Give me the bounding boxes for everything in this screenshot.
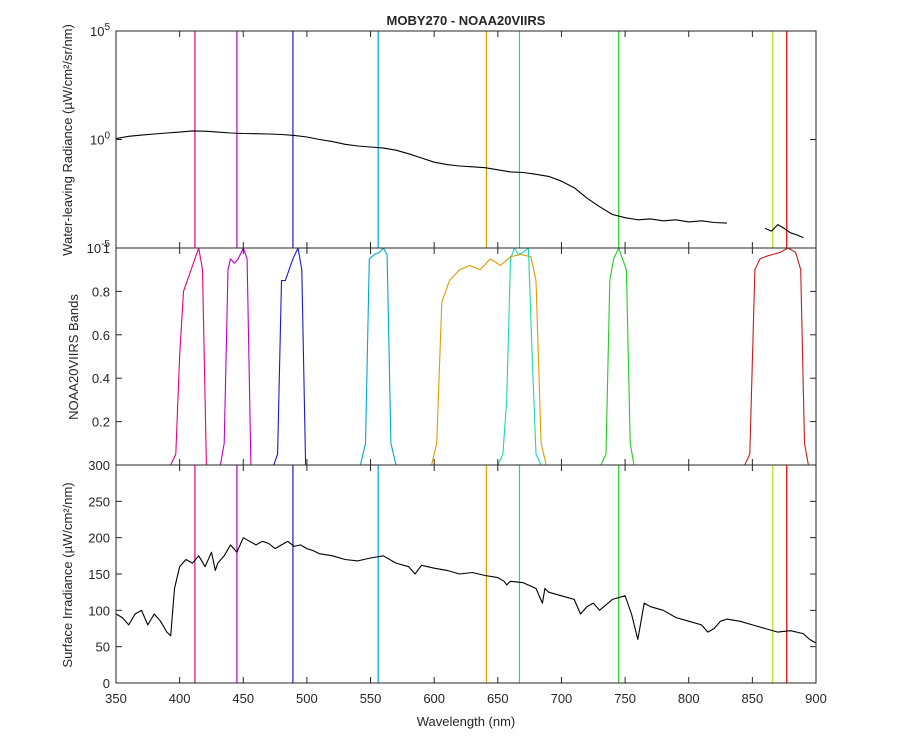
x-tick-label: 750	[614, 691, 636, 706]
tick-label-exponent: -5	[101, 239, 110, 250]
x-tick-label: 450	[232, 691, 254, 706]
irradiance-ytick-label: 300	[88, 458, 110, 473]
irradiance-ytick-label: 100	[88, 603, 110, 618]
bands-series-4	[359, 248, 397, 465]
bands-plot-area	[170, 248, 809, 465]
bands-series-5	[497, 248, 542, 465]
x-tick-label: 400	[169, 691, 191, 706]
x-tick-label: 800	[678, 691, 700, 706]
radiance-ytick-label: 100	[90, 131, 110, 148]
bands-series-1	[170, 248, 207, 465]
bands-ytick-label: 0.2	[92, 415, 110, 430]
radiance-series-1	[764, 224, 804, 239]
bands-y-axis-label: NOAA20VIIRS Bands	[66, 294, 81, 420]
irradiance-plot-area	[116, 465, 816, 683]
tick-label-exponent: 0	[104, 131, 110, 142]
x-tick-label: 650	[487, 691, 509, 706]
radiance-ytick-label: 10-5	[87, 239, 111, 256]
irradiance-series-0	[116, 537, 816, 644]
tick-label-base: 10	[87, 241, 101, 256]
bands-series-6	[600, 248, 635, 465]
radiance-ytick-label: 105	[90, 22, 110, 39]
tick-label-exponent: 5	[104, 22, 110, 33]
irradiance-ytick-label: 150	[88, 567, 110, 582]
irradiance-y-axis-label: Surface Irradiance (µW/cm²/nm)	[60, 482, 75, 667]
radiance-plot-area	[116, 31, 804, 248]
x-tick-label: 700	[551, 691, 573, 706]
x-tick-label: 900	[805, 691, 827, 706]
x-tick-label: 850	[742, 691, 764, 706]
bands-ytick-label: 1	[103, 241, 110, 256]
bands-ytick-label: 0.4	[92, 371, 110, 386]
irradiance-ytick-label: 50	[96, 640, 110, 655]
bands-series-7	[744, 248, 809, 465]
irradiance-ytick-label: 200	[88, 531, 110, 546]
x-axis: 350 400 450 500 550 600 650 700 750 800 850 900	[105, 31, 827, 706]
irradiance-ytick-label: 250	[88, 494, 110, 509]
x-tick-label: 550	[360, 691, 382, 706]
bands-ytick-label: 0.8	[92, 284, 110, 299]
bands-ytick-label: 0.6	[92, 328, 110, 343]
radiance-y-axis-label: Water-leaving Radiance (µW/cm²/sr/nm)	[60, 24, 75, 256]
x-axis-label: Wavelength (nm)	[417, 714, 516, 729]
irradiance-ytick-label: 0	[103, 676, 110, 691]
x-tick-label: 500	[296, 691, 318, 706]
chart-title: MOBY270 - NOAA20VIIRS	[387, 13, 546, 28]
x-tick-label: 350	[105, 691, 127, 706]
radiance-series-0	[116, 130, 727, 224]
tick-label-base: 10	[90, 133, 104, 148]
tick-label-base: 10	[90, 24, 104, 39]
bands-series-3	[273, 248, 307, 465]
bands-series-2	[219, 248, 252, 465]
x-tick-label: 600	[423, 691, 445, 706]
bands-series-8	[431, 253, 547, 465]
irradiance-panel: Surface Irradiance (µW/cm²/nm) 0 50 100 150…	[60, 458, 817, 691]
